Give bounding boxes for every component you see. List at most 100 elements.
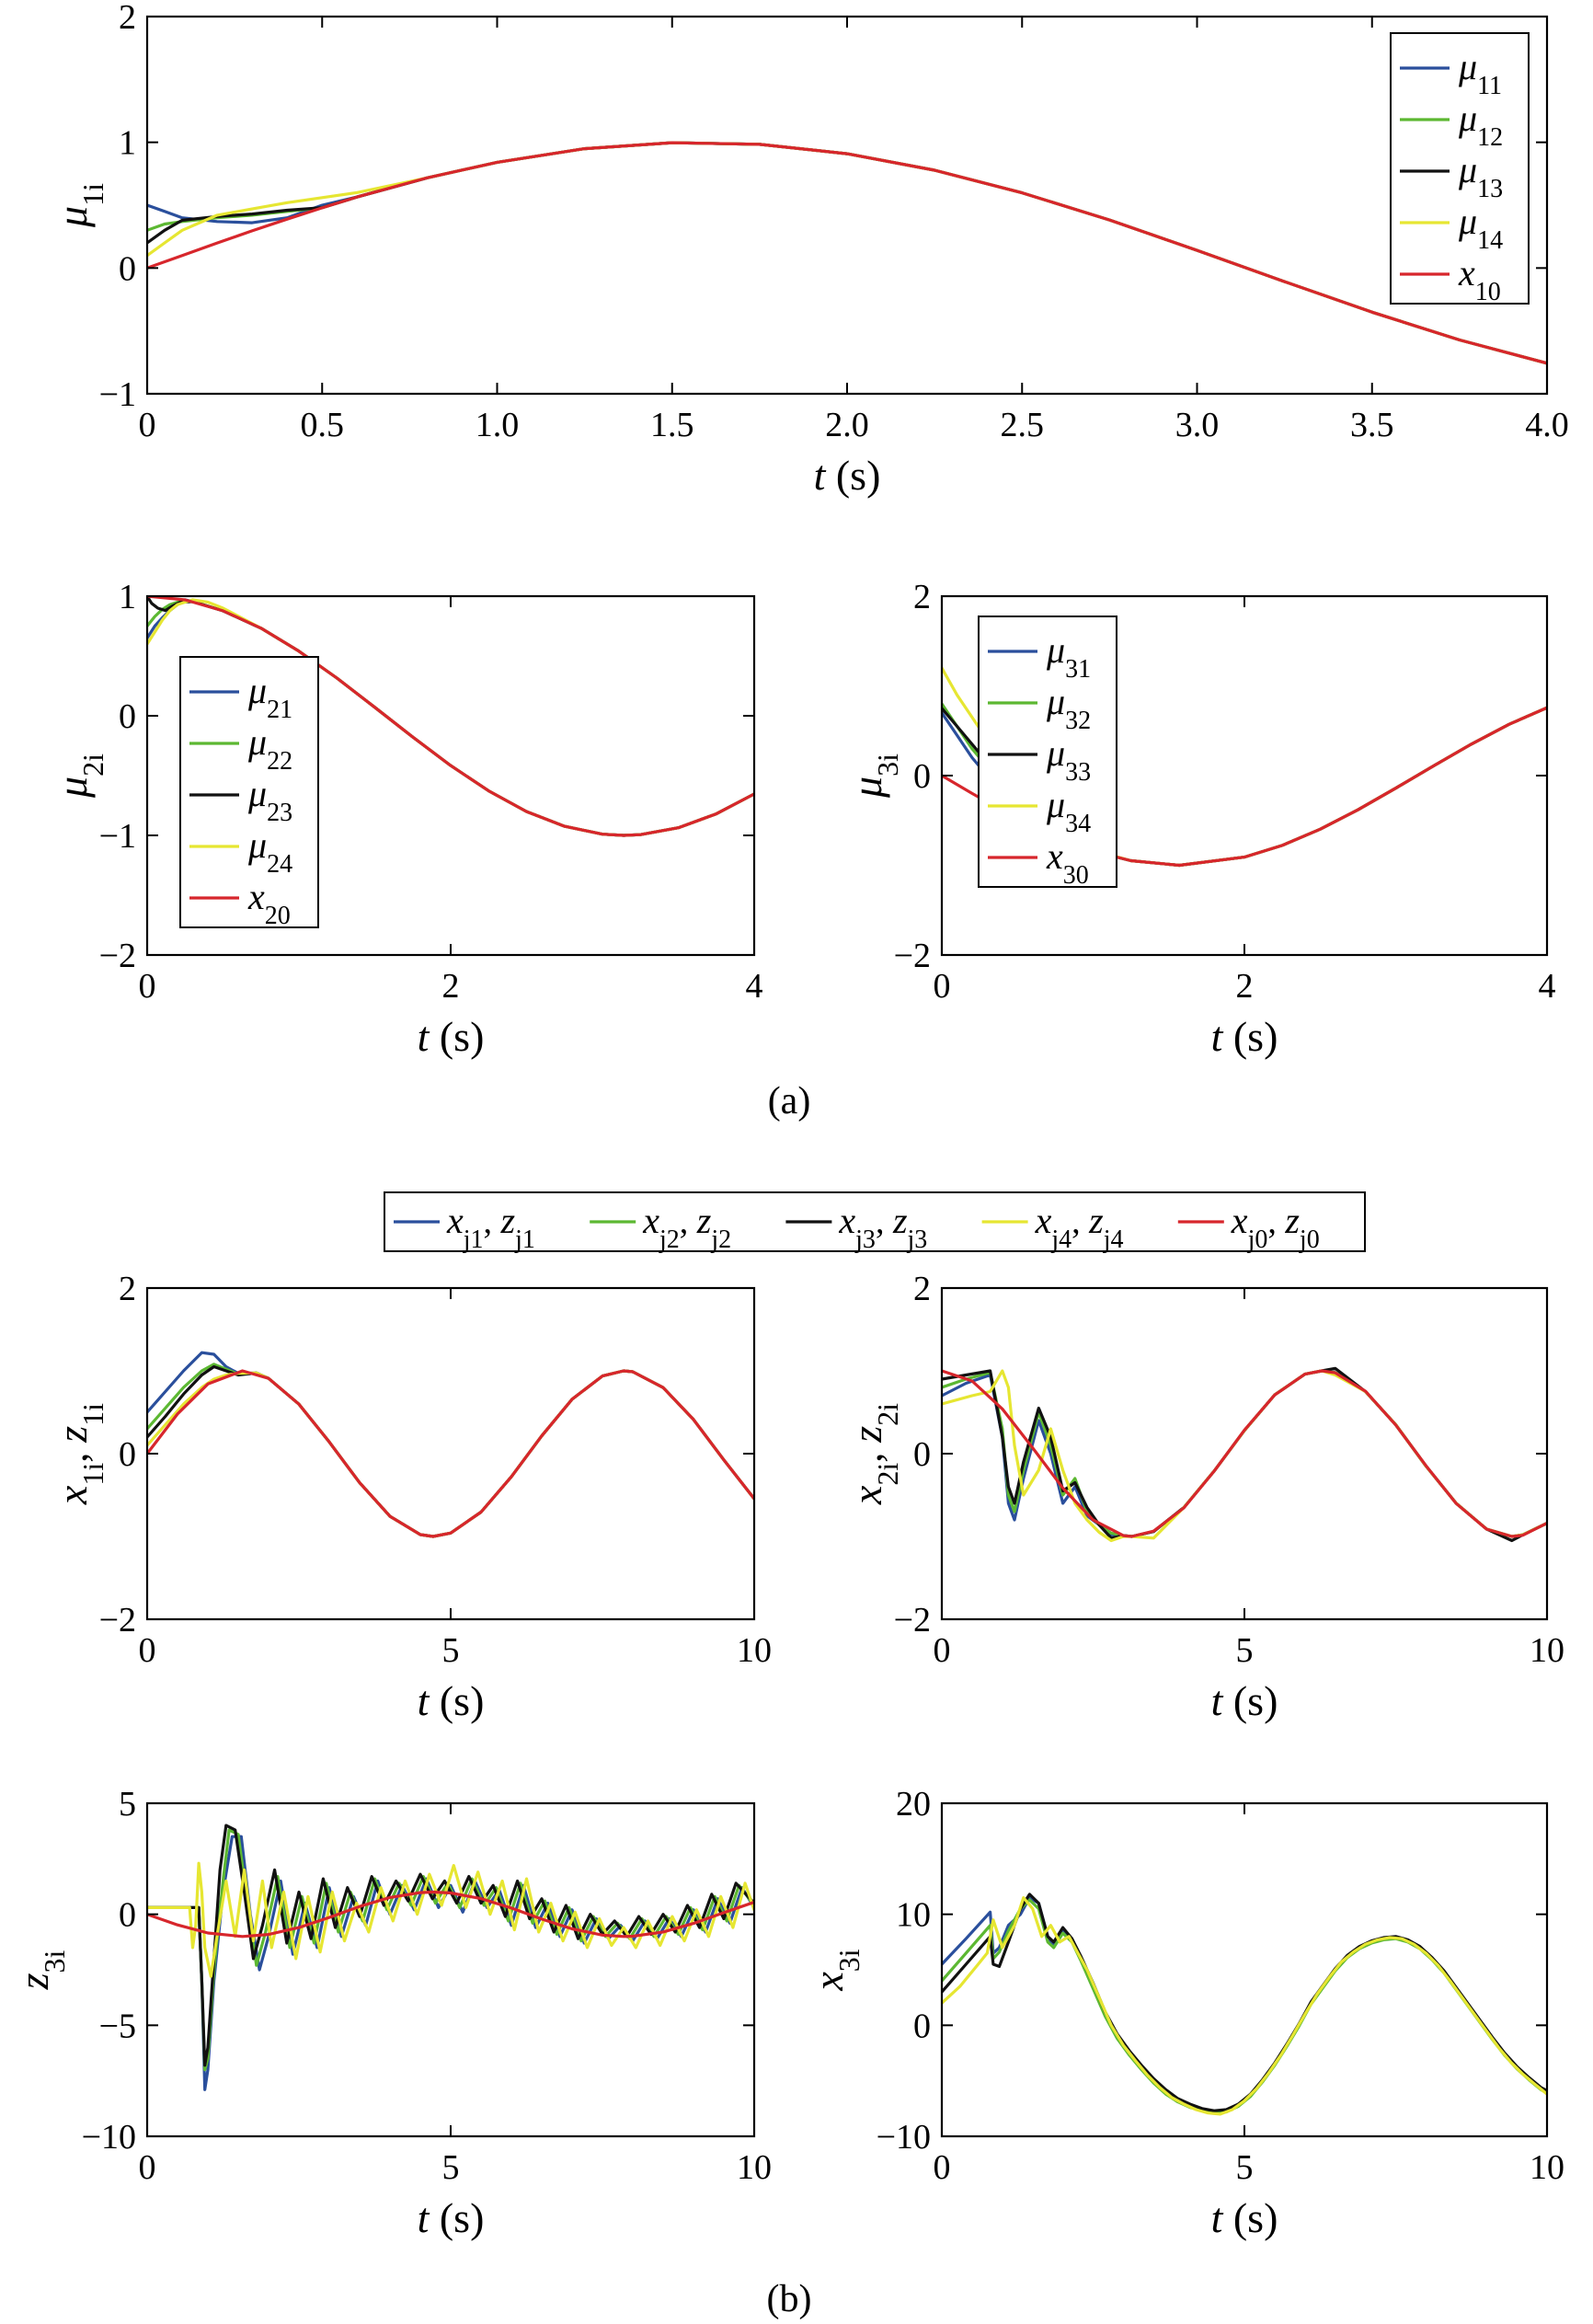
legend-label: μ24 — [247, 824, 292, 879]
shared-legend-label: xj2, zj2 — [642, 1200, 731, 1254]
x-axis-label: t (s) — [1211, 1677, 1278, 1724]
series-line-green — [147, 1363, 754, 1538]
y-tick-label: 2 — [119, 0, 136, 37]
series-line-yellow — [147, 1861, 754, 1978]
x-axis-label: t (s) — [1211, 1013, 1278, 1060]
y-tick-label: 2 — [913, 1270, 931, 1308]
y-tick-label: −10 — [82, 2118, 136, 2157]
caption-a: (a) — [768, 1080, 811, 1122]
x-tick-label: 10 — [1530, 2148, 1564, 2187]
y-tick-label: 0 — [913, 757, 931, 796]
x-axis-label: t (s) — [1211, 2194, 1278, 2241]
y-tick-label: −1 — [99, 817, 136, 856]
y-tick-label: 1 — [119, 124, 136, 163]
legend-label: x10 — [1458, 252, 1501, 306]
x-tick-label: 10 — [1530, 1631, 1564, 1670]
series-line-red — [942, 1369, 1547, 1538]
y-axis-label: z3i — [10, 1950, 71, 1990]
x-tick-label: 0 — [139, 1631, 156, 1670]
series-line-yellow — [942, 1896, 1547, 2116]
x-tick-label: 2.0 — [825, 406, 869, 444]
x-tick-label: 0 — [139, 2148, 156, 2187]
x-tick-label: 3.5 — [1350, 406, 1394, 444]
axes-box — [940, 1801, 1549, 2138]
legend-label: μ33 — [1046, 732, 1091, 787]
series-line-red — [147, 596, 754, 837]
caption-b: (b) — [767, 2278, 812, 2320]
y-tick-label: −1 — [99, 375, 136, 414]
legend-label: μ31 — [1046, 629, 1091, 684]
shared-legend-label: xj4, zj4 — [1035, 1200, 1124, 1254]
y-tick-label: −2 — [894, 1601, 931, 1639]
series-line-black — [147, 1364, 754, 1538]
x-tick-label: 5 — [442, 1631, 460, 1670]
series-line-blue — [942, 1369, 1547, 1538]
x-tick-label: 0 — [139, 406, 156, 444]
series-line-black — [942, 1366, 1547, 1543]
series-line-black — [942, 1893, 1547, 2112]
chart-z3: 0 5 10 −10 −5 0 5 t (s) z3i — [10, 1785, 772, 2241]
legend-box — [179, 656, 319, 928]
y-tick-label: −2 — [99, 1601, 136, 1639]
legend-box — [1390, 32, 1530, 305]
legend-label: μ23 — [247, 773, 292, 827]
x-tick-label: 10 — [737, 2148, 772, 2187]
series-line-black — [147, 141, 1547, 365]
series-line-yellow — [942, 1369, 1547, 1543]
shared-legend-label: xj1, zj1 — [446, 1200, 535, 1254]
y-tick-label: 10 — [896, 1896, 931, 1935]
y-tick-label: 0 — [119, 1896, 136, 1935]
series-line-black — [147, 1824, 754, 2067]
series-line-green — [147, 1828, 754, 2072]
legend-label: μ11 — [1458, 46, 1502, 100]
x-axis-label: t (s) — [418, 1677, 485, 1724]
x-axis-label: t (s) — [814, 452, 881, 499]
series-line-green — [942, 1369, 1547, 1538]
series-line-blue — [942, 1896, 1547, 2114]
y-tick-label: 0 — [119, 697, 136, 736]
series-line-yellow — [147, 141, 1547, 365]
y-tick-label: −5 — [99, 2007, 136, 2045]
x-tick-label: 0 — [139, 967, 156, 1006]
x-tick-label: 2.5 — [1001, 406, 1045, 444]
legend-label: μ13 — [1458, 149, 1503, 203]
x-tick-label: 5 — [1236, 2148, 1254, 2187]
x-tick-label: 0.5 — [301, 406, 345, 444]
x-tick-label: 4.0 — [1525, 406, 1569, 444]
x-axis-label: t (s) — [418, 1013, 485, 1060]
y-tick-label: 1 — [119, 578, 136, 616]
legend-label: μ34 — [1046, 784, 1091, 838]
x-tick-label: 4 — [1539, 967, 1556, 1006]
y-axis-label: x2i, z2i — [843, 1403, 904, 1505]
x-tick-label: 10 — [737, 1631, 772, 1670]
shared-legend: xj1, zj1 xj2, zj2 xj3, zj3 xj4, zj4 xj0, zj0 — [384, 1191, 1366, 1254]
x-tick-label: 1.0 — [476, 406, 520, 444]
y-tick-label: 0 — [913, 2007, 931, 2045]
axes-box — [145, 1286, 756, 1621]
x-tick-label: 5 — [1236, 1631, 1254, 1670]
y-tick-label: 2 — [913, 578, 931, 616]
series-line-red — [147, 141, 1547, 365]
y-tick-label: 5 — [119, 1785, 136, 1824]
x-tick-label: 2 — [442, 967, 460, 1006]
series-line-green — [147, 141, 1547, 365]
legend-label: μ14 — [1458, 201, 1503, 255]
x-tick-label: 4 — [746, 967, 763, 1006]
x-tick-label: 5 — [442, 2148, 460, 2187]
y-axis-label: x1i, z1i — [49, 1403, 109, 1505]
shared-legend-label: xj3, zj3 — [838, 1200, 927, 1254]
x-tick-label: 1.5 — [650, 406, 694, 444]
y-axis-label: μ2i — [49, 754, 109, 799]
y-tick-label: −2 — [99, 937, 136, 975]
series-line-red — [147, 1369, 754, 1538]
axes-box — [940, 1286, 1549, 1621]
